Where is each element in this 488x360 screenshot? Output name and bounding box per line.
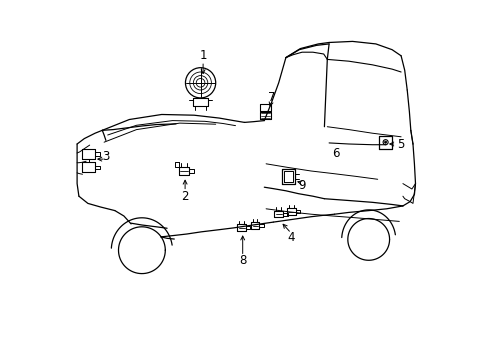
Circle shape bbox=[384, 141, 386, 143]
Text: 3: 3 bbox=[102, 150, 109, 163]
Text: 5: 5 bbox=[397, 138, 404, 150]
Text: 2: 2 bbox=[181, 190, 188, 203]
Text: 8: 8 bbox=[239, 255, 246, 267]
Text: 6: 6 bbox=[332, 147, 339, 159]
Text: 1: 1 bbox=[199, 49, 206, 62]
Text: 9: 9 bbox=[298, 179, 305, 192]
Text: 4: 4 bbox=[287, 231, 294, 244]
Text: 7: 7 bbox=[267, 91, 275, 104]
